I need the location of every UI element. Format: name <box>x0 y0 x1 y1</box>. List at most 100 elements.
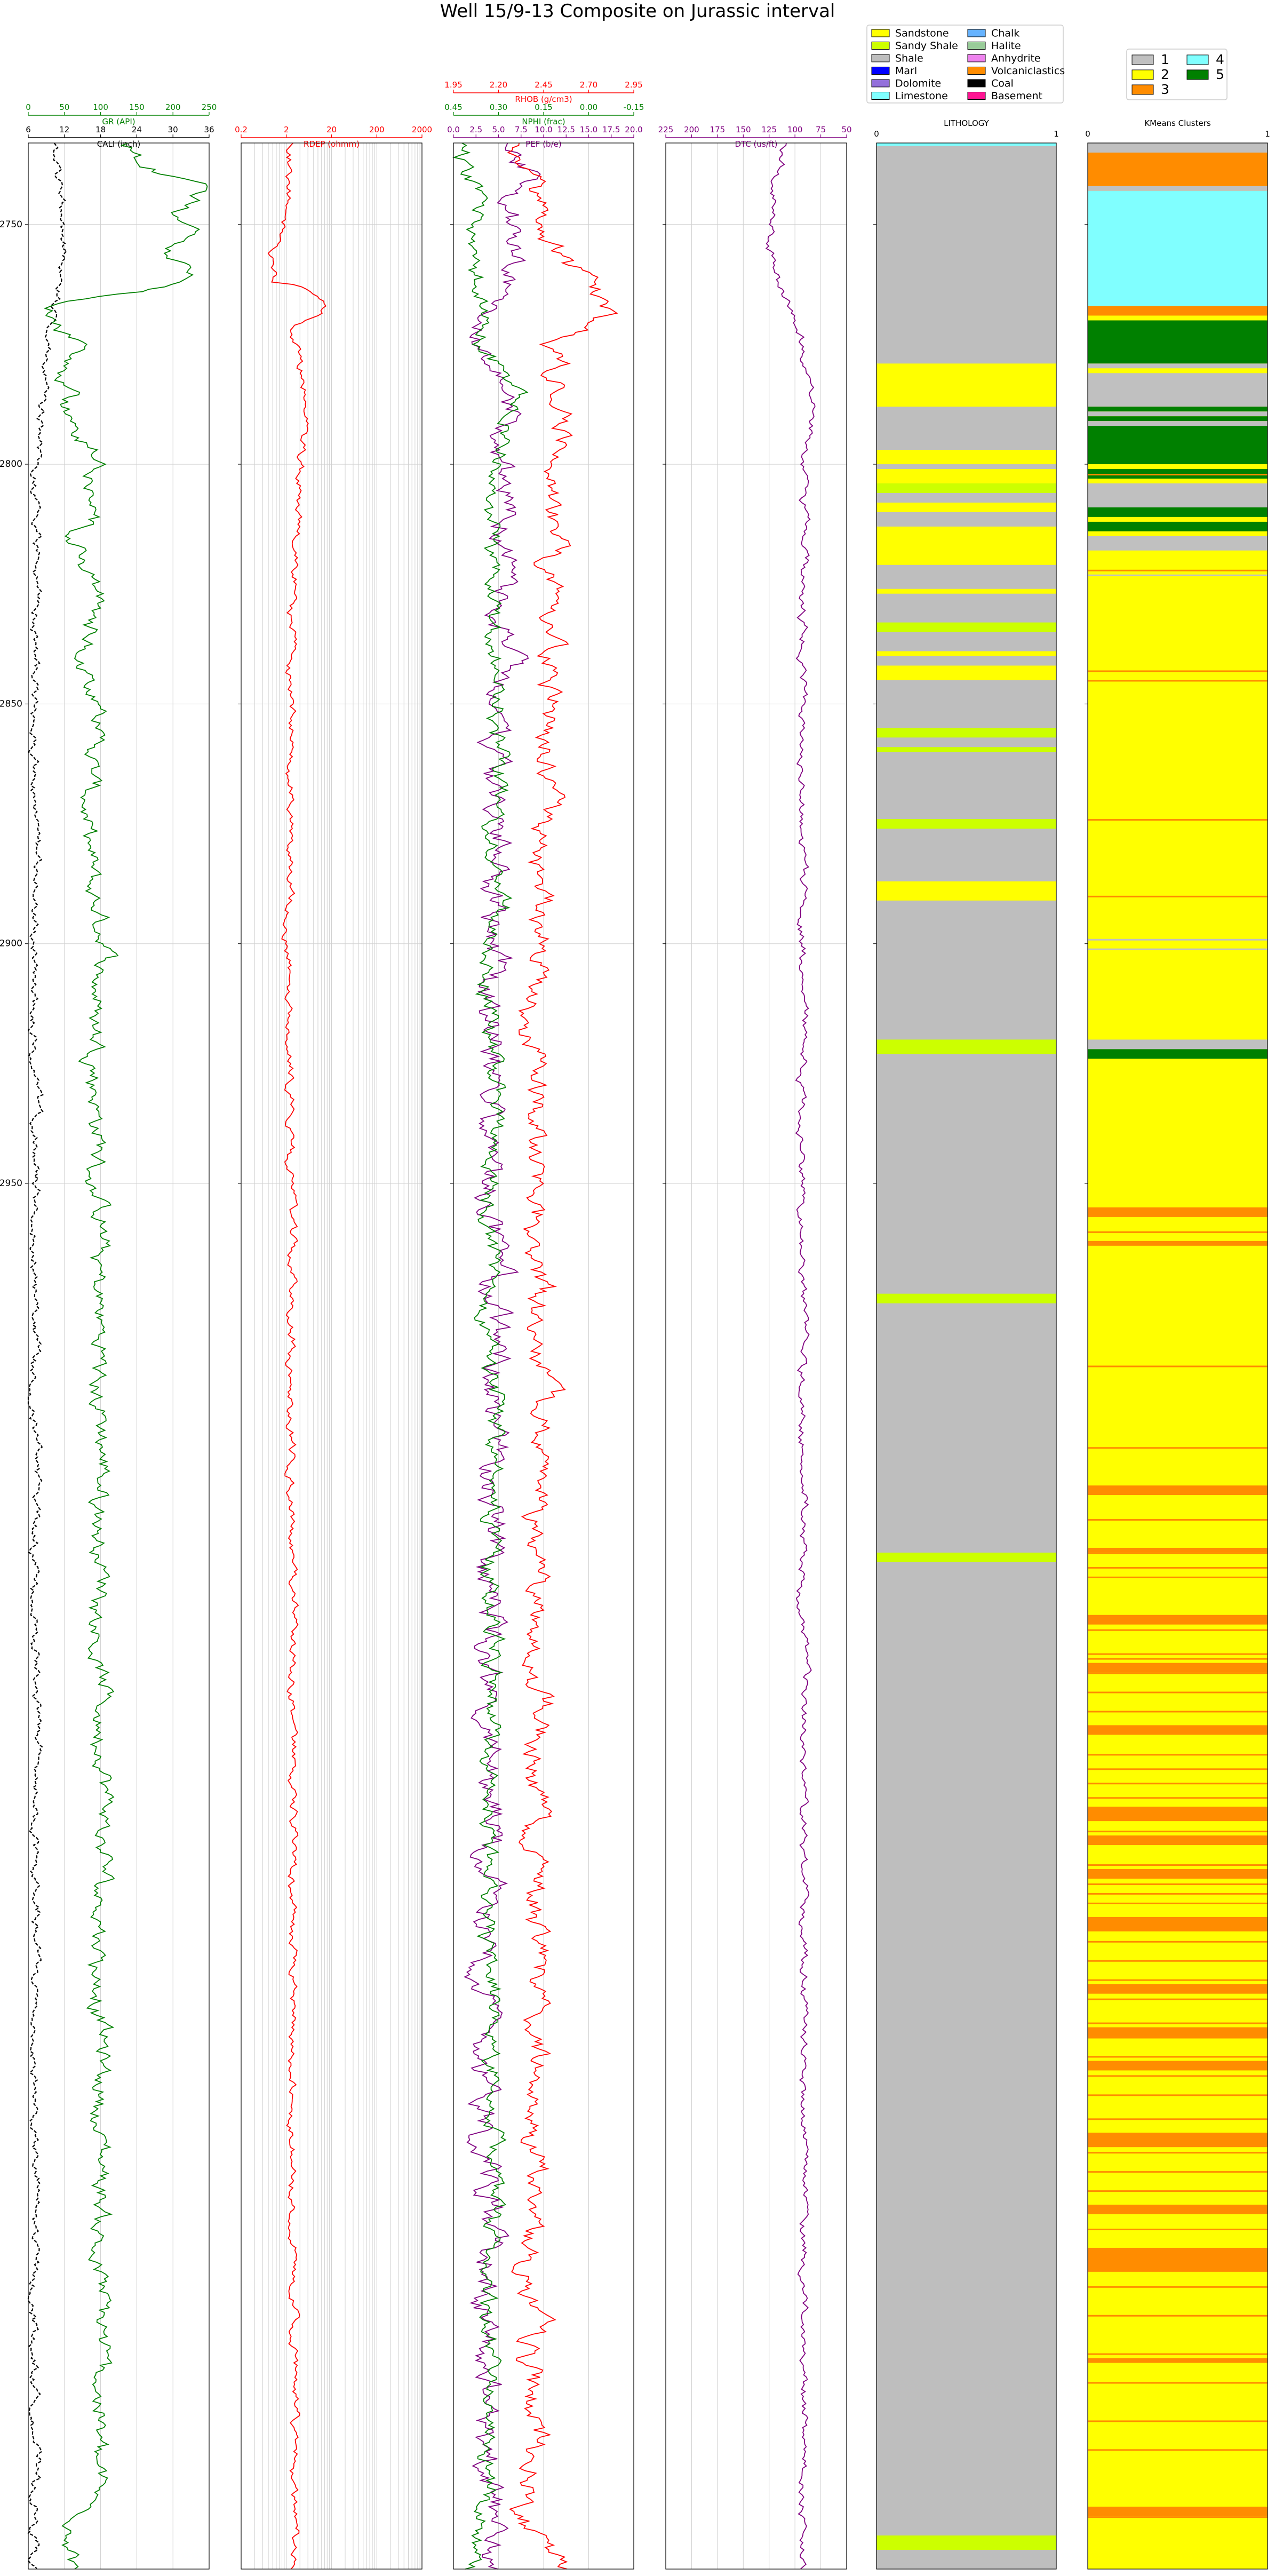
kmeans-interval <box>1088 416 1268 422</box>
kmeans-stripe <box>1088 1960 1268 1962</box>
lithology-track: LITHOLOGY 0 1 <box>873 118 1059 2570</box>
tick-label: 2.70 <box>580 80 597 90</box>
legend-swatch <box>871 29 890 37</box>
kmeans-stripe <box>1088 2353 1268 2355</box>
tick-label: 0.15 <box>535 102 552 112</box>
kmeans-stripe <box>1088 1941 1268 1943</box>
lithology-interval <box>876 363 1056 407</box>
legend-label: Sandy Shale <box>895 40 958 52</box>
kmeans-xmin: 0 <box>1085 129 1090 139</box>
legend-swatch <box>1186 69 1209 80</box>
tick-label: 75 <box>816 125 826 134</box>
tick-label: 0 <box>26 102 31 112</box>
legend-label: Chalk <box>991 28 1019 39</box>
legend-label: Sandstone <box>895 28 949 39</box>
kmeans-interval <box>1088 550 1268 1040</box>
tick-label: 150 <box>129 102 145 112</box>
lithology-interval <box>876 1039 1056 1054</box>
axis-label: DTC (us/ft) <box>735 139 777 149</box>
lithology-interval <box>876 450 1056 465</box>
kmeans-stripe <box>1088 1447 1268 1449</box>
lithology-interval <box>876 819 1056 829</box>
legend-label: Marl <box>895 65 917 77</box>
tick-label: 2 <box>284 125 289 134</box>
kmeans-interval <box>1088 483 1268 507</box>
legend-swatch <box>1186 54 1209 65</box>
track-frame <box>28 142 210 2570</box>
kmeans-stripe <box>1088 948 1268 950</box>
tick-label: 15.0 <box>580 125 597 134</box>
tick-label: 12.5 <box>557 125 575 134</box>
kmeans-stripe <box>1088 2056 1268 2058</box>
kmeans-stripe <box>1088 1231 1268 1233</box>
tick-label: 18 <box>95 125 106 134</box>
axis-label: NPHI (frac) <box>522 117 565 126</box>
kmeans-stripe <box>1088 1576 1268 1578</box>
kmeans-stripe <box>1088 939 1268 941</box>
kmeans-block <box>1088 1207 1268 1217</box>
kmeans-block <box>1088 1725 1268 1735</box>
kmeans-interval <box>1088 190 1268 306</box>
kmeans-block <box>1088 2358 1268 2363</box>
tick-label: 150 <box>736 125 751 134</box>
kmeans-block <box>1088 1917 1268 1931</box>
tick-label: 12 <box>59 125 69 134</box>
track-sonic: 225 200 175 150 125 100 75 50 DTC (us/ft) <box>658 125 852 2570</box>
kmeans-interval <box>1088 531 1268 536</box>
legend-label: 2 <box>1161 67 1169 82</box>
kmeans-stripe <box>1088 1691 1268 1694</box>
legend-swatch <box>1131 69 1154 80</box>
kmeans-stripe <box>1088 1893 1268 1895</box>
kmeans-stripe <box>1088 2449 1268 2451</box>
lithology-interval <box>876 143 1056 146</box>
tick-label: 125 <box>761 125 777 134</box>
lithology-interval <box>876 589 1056 594</box>
axis-label: GR (API) <box>102 117 135 126</box>
kmeans-stripe <box>1088 1658 1268 1660</box>
lithology-legend: Sandstone Chalk Sandy Shale Halite Shale Anhy… <box>866 25 1065 104</box>
kmeans-stripe <box>1088 2516 1268 2518</box>
kmeans-stripe <box>1088 1567 1268 1569</box>
tick-label: 225 <box>658 125 674 134</box>
kmeans-stripe <box>1088 569 1268 571</box>
tick-label: 0.45 <box>444 102 462 112</box>
kmeans-interval <box>1088 536 1268 551</box>
lithology-interval <box>876 469 1056 484</box>
lithology-xmin: 0 <box>874 129 879 139</box>
kmeans-stripe <box>1088 670 1268 672</box>
legend-swatch <box>967 79 986 88</box>
legend-swatch <box>967 67 986 75</box>
axis-label: RHOB (g/cm3) <box>515 94 572 104</box>
legend-swatch <box>967 54 986 62</box>
kmeans-stripe <box>1088 1783 1268 1785</box>
kmeans-stripe <box>1088 1711 1268 1713</box>
kmeans-interval <box>1088 407 1268 412</box>
kmeans-interval <box>1088 1039 1268 1050</box>
kmeans-interval <box>1088 464 1268 470</box>
legend-swatch <box>1131 54 1154 65</box>
legend-swatch <box>967 92 986 100</box>
kmeans-interval <box>1088 426 1268 465</box>
lithology-interval <box>876 2535 1056 2550</box>
legend-swatch <box>871 42 890 50</box>
legend-label: 4 <box>1216 52 1224 67</box>
kmeans-block <box>1088 2507 1268 2517</box>
lithology-legend-box <box>866 25 1064 104</box>
track-dens: 0.0 2.5 5.0 7.5 10.0 12.5 15.0 17.5 20.0 PEF (b/e… <box>444 80 644 2570</box>
tick-label: 5.0 <box>492 125 505 134</box>
depth-label: 2900 <box>0 939 22 949</box>
track-gr: 6 12 18 24 30 36 CALI (inch) 0 50 100 150 200 250 GR … <box>25 102 217 2570</box>
tick-label: 200 <box>165 102 181 112</box>
tick-label: 2.45 <box>535 80 552 90</box>
tick-label: 50 <box>841 125 851 134</box>
legend-swatch <box>871 67 890 75</box>
kmeans-interval <box>1088 306 1268 316</box>
curve-dtc <box>765 142 816 2570</box>
tick-label: 2.5 <box>469 125 482 134</box>
kmeans-block <box>1088 2133 1268 2148</box>
tick-label: 0.0 <box>447 125 460 134</box>
kmeans-interval <box>1088 516 1268 522</box>
kmeans-block <box>1088 1547 1268 1553</box>
